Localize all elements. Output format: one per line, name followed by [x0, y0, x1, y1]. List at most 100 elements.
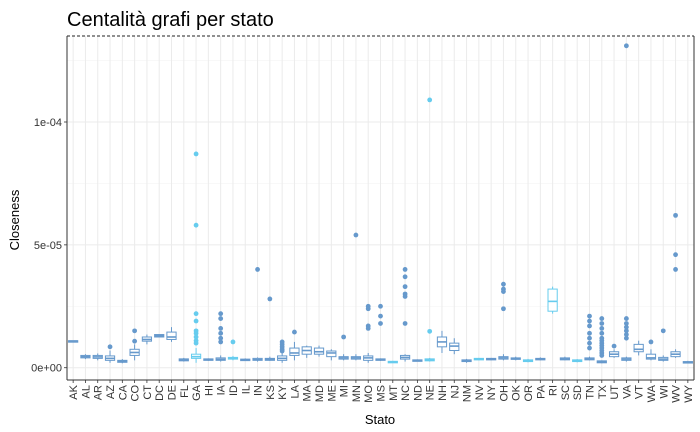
x-tick-label: AZ	[105, 385, 117, 399]
x-tick-label: NV	[474, 384, 486, 400]
x-tick-label: SD	[572, 385, 584, 400]
x-tick-label: MI	[339, 385, 351, 397]
x-tick-label: NE	[425, 385, 437, 400]
outlier-point	[587, 323, 592, 329]
outlier-point	[341, 334, 347, 340]
x-tick-label: MA	[302, 384, 314, 401]
outlier-point	[193, 334, 199, 340]
x-tick-label: WA	[646, 384, 658, 402]
outlier-point	[402, 274, 408, 280]
outlier-point	[660, 328, 666, 334]
x-tick-label: NC	[400, 385, 412, 401]
x-tick-label: UT	[609, 385, 621, 400]
outlier-point	[193, 222, 199, 228]
x-tick-label: TX	[597, 384, 609, 399]
outlier-point	[193, 318, 199, 324]
outlier-point	[193, 340, 199, 346]
outlier-point	[611, 343, 617, 349]
outlier-point	[599, 321, 605, 326]
x-tick-label: TN	[585, 385, 597, 400]
x-tick-label: SC	[560, 385, 572, 400]
outlier-point	[267, 296, 273, 302]
outlier-point	[501, 306, 506, 312]
outlier-point	[218, 335, 224, 341]
y-axis-title: Closeness	[7, 189, 22, 250]
x-tick-label: ME	[326, 385, 338, 402]
x-tick-label: VT	[634, 385, 646, 399]
outlier-point	[623, 316, 629, 321]
x-tick-label: OK	[511, 384, 523, 401]
x-tick-label: IL	[240, 385, 252, 394]
x-tick-label: GA	[191, 384, 203, 401]
x-tick-label: CT	[142, 385, 154, 400]
x-tick-label: ND	[412, 385, 424, 401]
outlier-point	[599, 326, 605, 331]
outlier-point	[623, 321, 629, 326]
x-tick-label: MT	[388, 385, 400, 401]
outlier-point	[673, 212, 678, 218]
y-tick-label: 1e-04	[34, 117, 62, 129]
x-tick-label: CA	[117, 384, 129, 400]
outlier-point	[599, 353, 605, 358]
outlier-point	[587, 330, 592, 336]
y-tick-label: 0e+00	[31, 363, 62, 375]
outlier-point	[230, 339, 236, 345]
x-tick-label: IN	[253, 385, 265, 396]
x-tick-label: KS	[265, 385, 277, 400]
x-tick-label: OH	[498, 385, 510, 402]
x-tick-label: OR	[523, 385, 535, 402]
outlier-point	[623, 328, 629, 334]
x-tick-label: MD	[314, 385, 326, 402]
x-tick-label: RI	[548, 385, 560, 396]
outlier-point	[587, 313, 592, 319]
x-tick-label: LA	[289, 384, 301, 398]
x-tick-label: CO	[130, 385, 142, 402]
outlier-point	[365, 306, 371, 312]
x-tick-label: IA	[216, 384, 228, 395]
outlier-point	[501, 289, 506, 294]
outlier-point	[587, 335, 592, 341]
outlier-point	[107, 344, 113, 350]
outlier-point	[623, 332, 629, 337]
outlier-point	[402, 294, 408, 299]
outlier-point	[378, 321, 383, 326]
x-tick-label: NH	[437, 385, 449, 401]
x-tick-label: AL	[80, 385, 92, 398]
outlier-point	[402, 321, 408, 326]
x-tick-label: AK	[68, 384, 80, 399]
x-tick-label: MN	[351, 385, 363, 402]
outlier-point	[218, 311, 224, 317]
outlier-point	[599, 316, 605, 321]
outlier-point	[673, 252, 678, 258]
box-body	[289, 347, 300, 356]
x-tick-label: NM	[462, 385, 474, 402]
x-tick-label: DE	[167, 385, 179, 400]
outlier-point	[193, 151, 199, 157]
box-body	[633, 343, 644, 353]
x-tick-label: WV	[671, 384, 683, 402]
outlier-point	[218, 339, 224, 345]
x-tick-label: ID	[228, 385, 240, 396]
outlier-point	[365, 326, 371, 331]
x-tick-label: VA	[621, 384, 633, 399]
x-tick-label: PA	[535, 384, 547, 399]
x-tick-label: MS	[376, 385, 388, 402]
x-tick-label: WY	[683, 384, 695, 402]
y-tick-label: 5e-05	[34, 240, 62, 252]
x-axis-title: Stato	[365, 412, 395, 427]
outlier-point	[132, 338, 138, 344]
outlier-point	[292, 329, 297, 335]
x-tick-label: WI	[658, 385, 670, 398]
outlier-point	[218, 316, 224, 321]
x-tick-label: NY	[486, 384, 498, 400]
outlier-point	[193, 311, 199, 317]
outlier-point	[402, 267, 408, 272]
x-tick-label: MO	[363, 385, 375, 403]
outlier-point	[218, 326, 224, 331]
outlier-point	[378, 303, 383, 309]
outlier-point	[501, 281, 506, 287]
box-body	[326, 350, 337, 358]
